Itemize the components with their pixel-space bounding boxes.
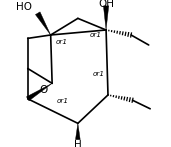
Text: or1: or1: [57, 98, 69, 104]
Polygon shape: [103, 6, 109, 30]
Text: HO: HO: [16, 2, 32, 12]
Text: O: O: [40, 85, 48, 95]
Text: H: H: [74, 140, 82, 147]
Text: OH: OH: [98, 0, 114, 9]
Polygon shape: [35, 12, 51, 35]
Text: or1: or1: [93, 71, 105, 76]
Polygon shape: [27, 83, 52, 101]
Polygon shape: [76, 123, 80, 140]
Text: or1: or1: [56, 39, 68, 45]
Text: or1: or1: [90, 32, 102, 38]
